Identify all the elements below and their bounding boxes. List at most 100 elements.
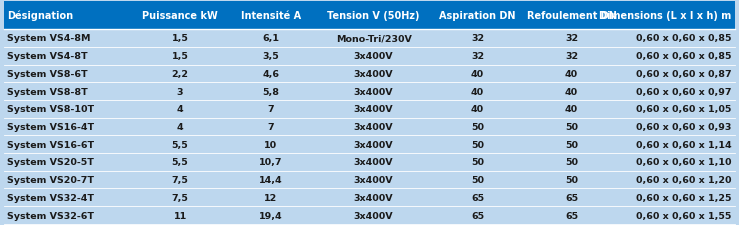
Bar [313,171,434,189]
Bar [313,189,434,206]
Text: 0,60 x 0,60 x 0,87: 0,60 x 0,60 x 0,87 [636,70,732,79]
Bar [434,118,522,136]
Bar [621,101,735,118]
Text: 3x400V: 3x400V [354,122,393,131]
Text: 3x400V: 3x400V [354,140,393,149]
Bar [132,2,228,30]
Bar [228,65,313,83]
Text: 50: 50 [565,158,578,167]
Bar [522,2,621,30]
Bar [434,65,522,83]
Text: 40: 40 [565,70,578,79]
Text: 10,7: 10,7 [259,158,282,167]
Bar [522,171,621,189]
Text: 40: 40 [471,70,484,79]
Text: 3x400V: 3x400V [354,193,393,202]
Bar [522,65,621,83]
Bar [434,47,522,65]
Text: 2,2: 2,2 [171,70,188,79]
Bar [4,189,132,206]
Text: 4: 4 [177,122,183,131]
Text: 0,60 x 0,60 x 0,97: 0,60 x 0,60 x 0,97 [636,87,732,96]
Bar [621,118,735,136]
Text: 7: 7 [268,122,274,131]
Bar [228,2,313,30]
Bar [522,30,621,47]
Bar [132,136,228,153]
Bar [132,171,228,189]
Text: Intensité A: Intensité A [241,11,301,21]
Bar [434,206,522,224]
Text: System VS4-8T: System VS4-8T [7,52,88,61]
Bar [132,30,228,47]
Text: 1,5: 1,5 [171,52,188,61]
Bar [313,206,434,224]
Bar [313,136,434,153]
Text: 1,5: 1,5 [171,34,188,43]
Bar [132,101,228,118]
Bar [313,2,434,30]
Bar [4,136,132,153]
Text: 32: 32 [471,34,484,43]
Bar [522,189,621,206]
Text: 11: 11 [174,211,187,220]
Bar [522,136,621,153]
Text: 19,4: 19,4 [259,211,282,220]
Bar [434,136,522,153]
Bar [228,136,313,153]
Bar [228,83,313,101]
Text: 32: 32 [471,52,484,61]
Text: System VS8-10T: System VS8-10T [7,105,95,114]
Bar [228,206,313,224]
Text: Tension V (50Hz): Tension V (50Hz) [327,11,420,21]
Bar [132,189,228,206]
Text: System VS20-7T: System VS20-7T [7,175,95,184]
Text: 10: 10 [264,140,277,149]
Text: 0,60 x 0,60 x 0,93: 0,60 x 0,60 x 0,93 [636,122,732,131]
Bar [621,189,735,206]
Text: Désignation: Désignation [7,11,73,21]
Text: 3: 3 [177,87,183,96]
Text: 3x400V: 3x400V [354,211,393,220]
Text: 0,60 x 0,60 x 1,05: 0,60 x 0,60 x 1,05 [636,105,732,114]
Bar [434,101,522,118]
Text: 40: 40 [471,105,484,114]
Text: 3x400V: 3x400V [354,52,393,61]
Bar [228,153,313,171]
Bar [621,136,735,153]
Text: 12: 12 [264,193,277,202]
Text: System VS16-4T: System VS16-4T [7,122,95,131]
Text: 0,60 x 0,60 x 1,10: 0,60 x 0,60 x 1,10 [636,158,732,167]
Text: 50: 50 [565,175,578,184]
Bar [621,30,735,47]
Bar [132,47,228,65]
Text: 3,5: 3,5 [262,52,279,61]
Text: 65: 65 [565,193,578,202]
Bar [228,189,313,206]
Bar [132,153,228,171]
Text: 65: 65 [471,211,484,220]
Bar [228,171,313,189]
Text: 32: 32 [565,34,578,43]
Bar [434,171,522,189]
Text: 3x400V: 3x400V [354,87,393,96]
Text: 50: 50 [565,122,578,131]
Text: System VS8-6T: System VS8-6T [7,70,88,79]
Text: 7,5: 7,5 [171,175,188,184]
Text: Puissance kW: Puissance kW [142,11,218,21]
Bar [4,206,132,224]
Bar [4,171,132,189]
Text: 5,5: 5,5 [171,158,188,167]
Bar [313,118,434,136]
Bar [132,206,228,224]
Text: 3x400V: 3x400V [354,175,393,184]
Text: 3x400V: 3x400V [354,70,393,79]
Text: 65: 65 [471,193,484,202]
Text: 0,60 x 0,60 x 1,55: 0,60 x 0,60 x 1,55 [636,211,732,220]
Text: System VS32-4T: System VS32-4T [7,193,95,202]
Bar [313,65,434,83]
Text: 0,60 x 0,60 x 0,85: 0,60 x 0,60 x 0,85 [636,34,732,43]
Bar [621,65,735,83]
Text: System VS32-6T: System VS32-6T [7,211,95,220]
Text: 7,5: 7,5 [171,193,188,202]
